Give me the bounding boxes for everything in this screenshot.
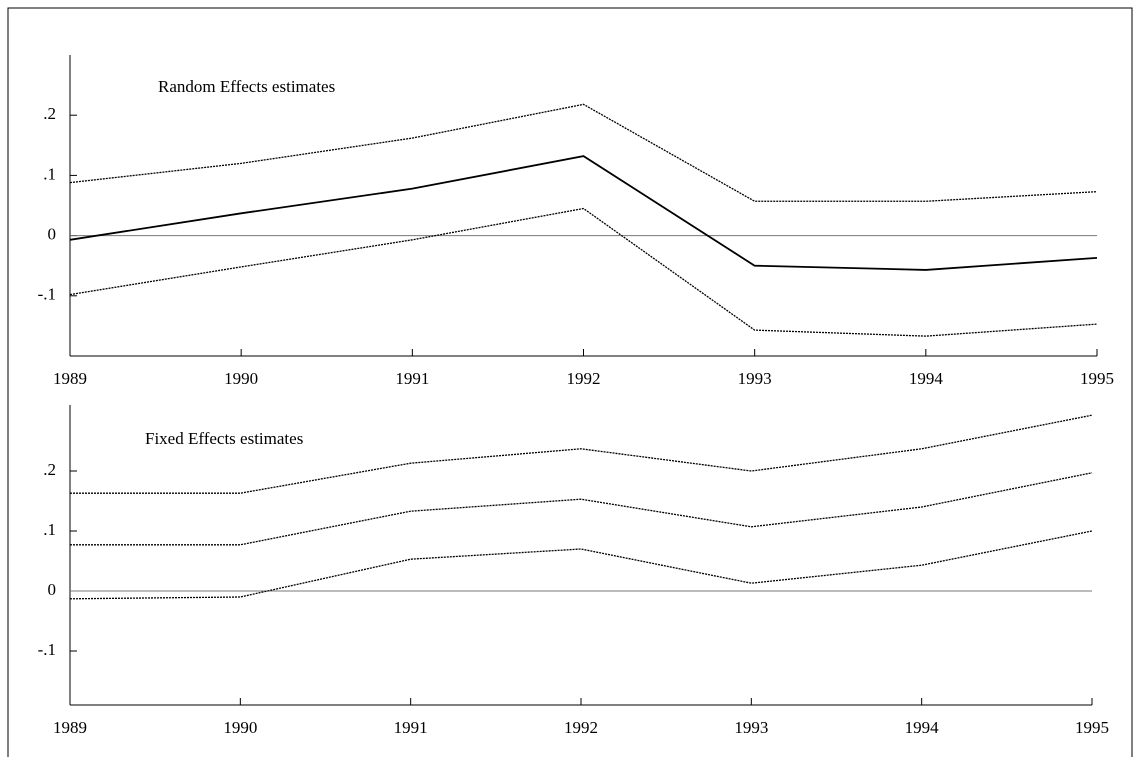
y-tick-label: .1: [43, 164, 56, 183]
x-tick-label: 1993: [738, 369, 772, 388]
x-tick-label: 1990: [224, 369, 258, 388]
x-tick-label: 1995: [1075, 718, 1109, 737]
x-tick-label: 1989: [53, 369, 87, 388]
y-tick-label: .1: [43, 520, 56, 539]
y-tick-label: 0: [48, 580, 57, 599]
x-tick-label: 1993: [734, 718, 768, 737]
series-line: [70, 414, 1093, 494]
x-tick-label: 1994: [909, 369, 944, 388]
y-tick-label: -.1: [38, 640, 56, 659]
x-tick-label: 1991: [394, 718, 428, 737]
y-tick-label: 0: [48, 225, 57, 244]
x-tick-label: 1994: [905, 718, 940, 737]
series-line: [69, 207, 1098, 337]
series-line: [69, 103, 1098, 202]
x-tick-label: 1992: [567, 369, 601, 388]
annotation: Random Effects estimates: [158, 77, 335, 96]
x-tick-label: 1990: [223, 718, 257, 737]
x-tick-label: 1991: [395, 369, 429, 388]
series-line: [69, 530, 1093, 600]
x-tick-label: 1989: [53, 718, 87, 737]
x-tick-label: 1992: [564, 718, 598, 737]
series-line: [70, 472, 1093, 546]
series-line: [69, 155, 1098, 271]
y-tick-label: -.1: [38, 285, 56, 304]
frame: [7, 7, 1133, 757]
x-tick-label: 1995: [1080, 369, 1114, 388]
annotation: Fixed Effects estimates: [145, 429, 303, 448]
y-tick-label: .2: [43, 460, 56, 479]
y-tick-label: .2: [43, 104, 56, 123]
